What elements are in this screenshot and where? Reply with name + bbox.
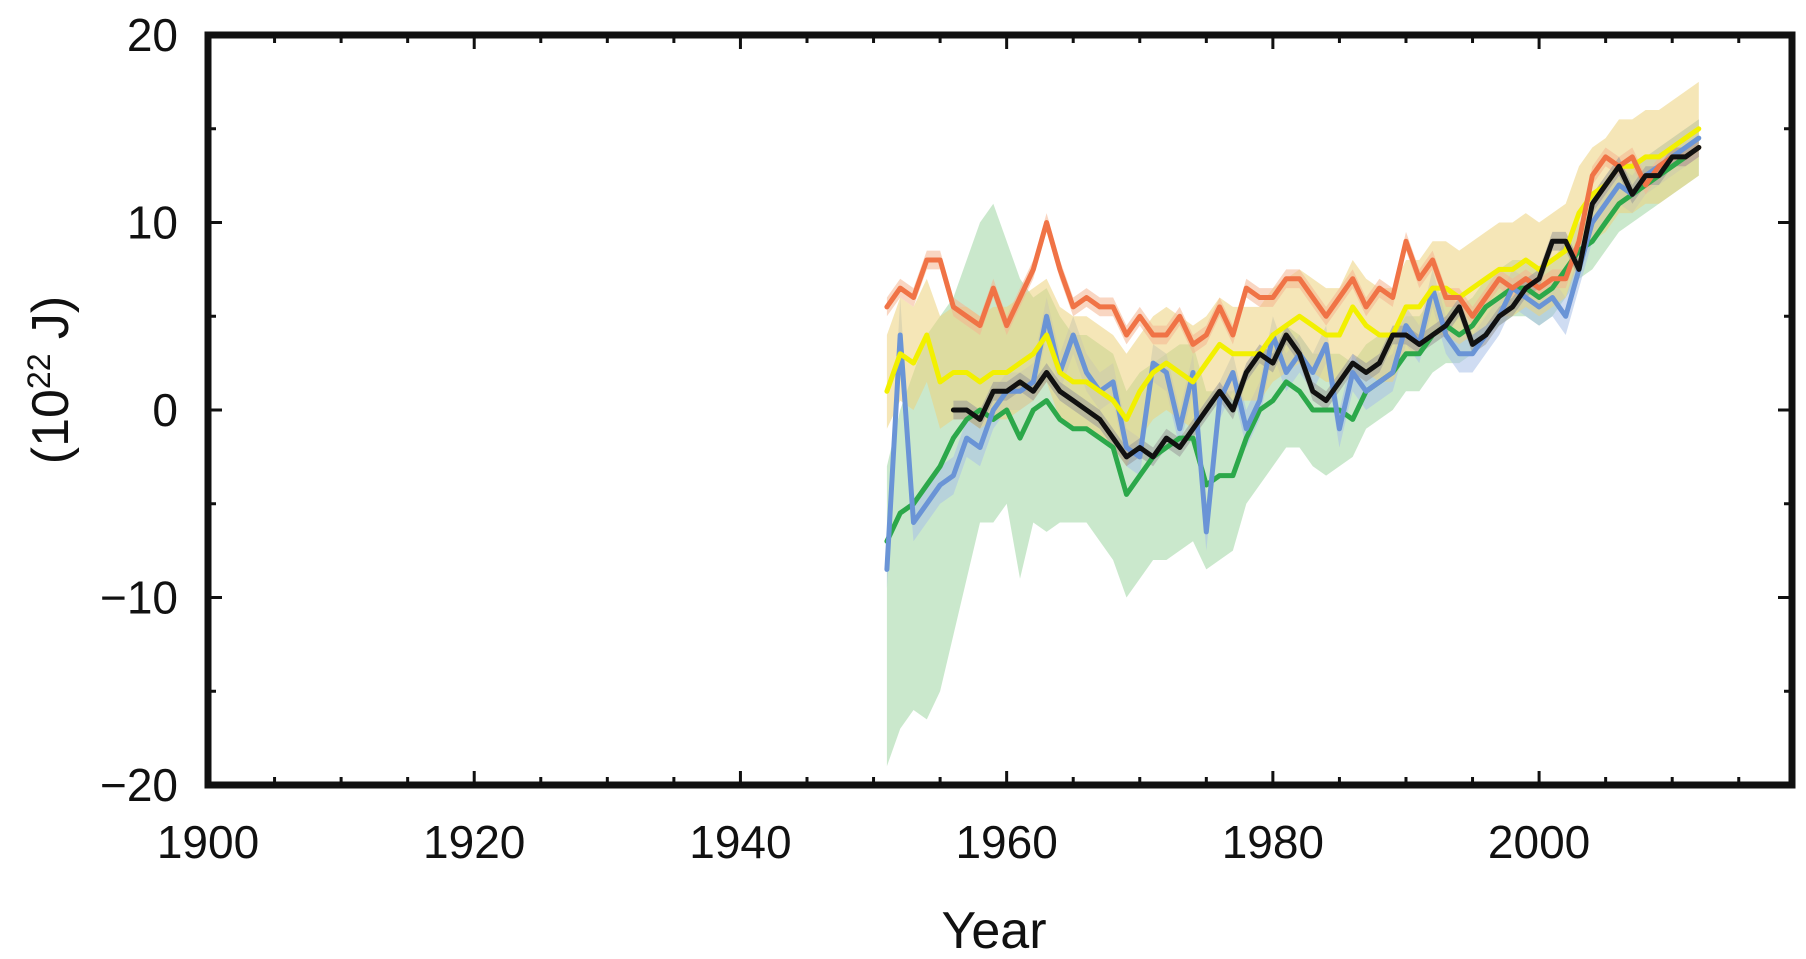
y-tick-label: 10: [127, 197, 178, 249]
x-axis-label: Year: [941, 902, 1046, 959]
x-tick-label: 1920: [423, 816, 525, 868]
x-tick-labels: 1900 1920 1940 1960 1980 2000: [157, 816, 1590, 868]
x-tick-label: 1980: [1222, 816, 1324, 868]
y-tick-label: −10: [100, 572, 178, 624]
series-2-line: [884, 135, 1702, 572]
series-5-line: [950, 145, 1702, 460]
y-axis-label: (1022 J): [21, 296, 80, 465]
x-tick-label: 1940: [689, 816, 791, 868]
x-tick-label: 1900: [157, 816, 259, 868]
series-lines: [884, 126, 1702, 572]
y-tick-label: 20: [127, 9, 178, 61]
y-axis-label-base: (10: [22, 389, 80, 464]
x-tick-label: 2000: [1488, 816, 1590, 868]
x-tick-label: 1960: [955, 816, 1057, 868]
y-tick-label: 0: [152, 384, 178, 436]
y-tick-label: −20: [100, 759, 178, 811]
y-axis-label-exponent: 22: [21, 354, 57, 390]
axis-ticks: [208, 35, 1792, 785]
uncertainty-bands: [886, 81, 1699, 767]
series-3-line: [884, 126, 1702, 422]
y-axis-label-unit: J): [22, 296, 80, 354]
y-tick-labels: 20 10 0 −10 −20: [100, 9, 178, 811]
series-4-line: [884, 145, 1702, 347]
series-1-line: [884, 145, 1702, 544]
